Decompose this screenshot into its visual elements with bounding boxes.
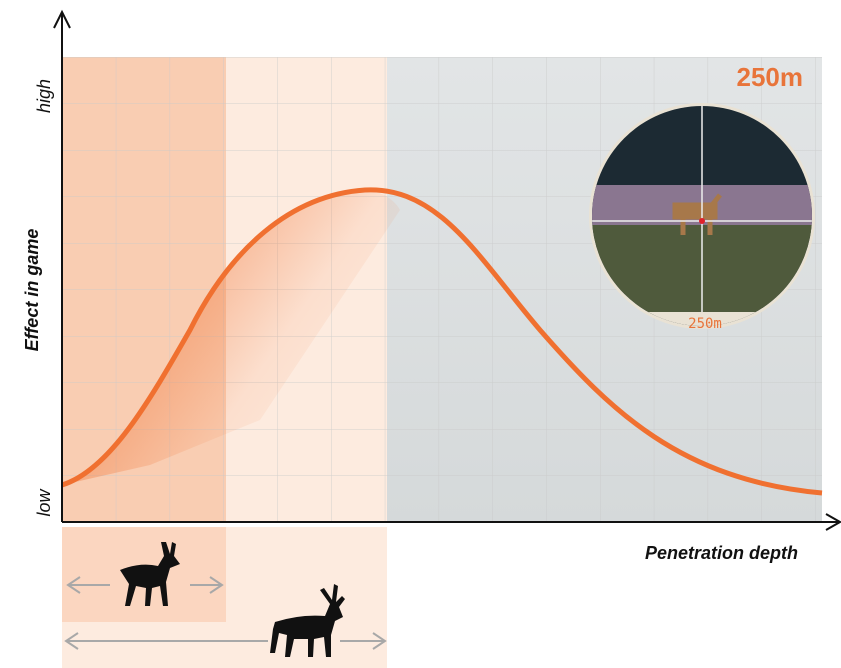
effect-area	[62, 190, 400, 485]
x-arrow	[825, 513, 841, 531]
distance-label: 250m	[737, 62, 804, 92]
y-low: low	[34, 488, 54, 516]
deer-small	[120, 542, 180, 606]
arrows	[64, 576, 387, 650]
y-axis-label: Effect in game	[22, 229, 42, 352]
x-axis-label: Penetration depth	[645, 543, 798, 563]
effect-curve	[61, 187, 823, 496]
scope-readout: 250m	[688, 316, 722, 332]
deer-large	[270, 584, 345, 657]
y-high: high	[34, 79, 54, 113]
y-arrow	[53, 9, 71, 29]
